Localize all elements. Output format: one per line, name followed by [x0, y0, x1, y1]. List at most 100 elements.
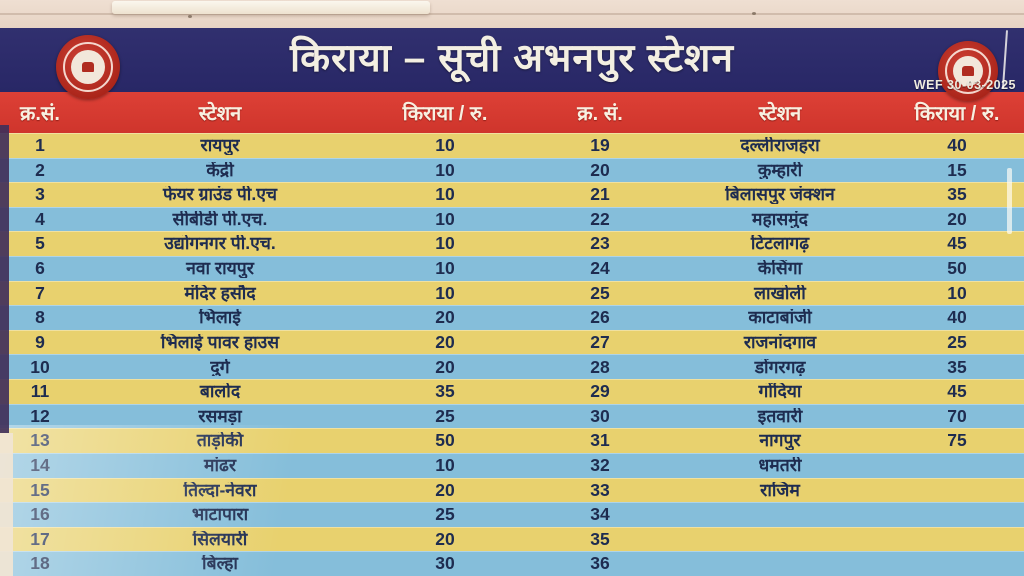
station-left: रसमड़ा: [198, 407, 242, 426]
fare-left: 10: [435, 284, 455, 303]
station-left: ताड़ोकी: [196, 432, 244, 450]
station-right: केसिंगा: [757, 260, 803, 278]
fare-left: 10: [435, 186, 455, 204]
serial-left: 6: [35, 260, 45, 278]
logo-ring: [945, 48, 991, 94]
effective-date: WEF 30-03-2025: [913, 78, 1016, 92]
fare-table-body: 1 रायपुर 10 19 दल्लीराजहरा 40 2 केंद्री …: [0, 133, 1024, 576]
logo-core: [953, 56, 983, 86]
station-left: केंद्री: [206, 161, 234, 180]
serial-left: 14: [30, 456, 50, 475]
serial-left: 18: [30, 555, 50, 573]
serial-right: 22: [590, 210, 610, 229]
fare-right: 10: [947, 284, 967, 303]
serial-right: 34: [590, 506, 610, 524]
scratch-mark: [1007, 168, 1012, 234]
fare-right: 25: [947, 333, 967, 352]
station-left: बिल्हा: [202, 555, 238, 573]
serial-right: 26: [590, 309, 610, 327]
serial-left: 12: [30, 407, 50, 426]
fare-left: 10: [435, 235, 455, 253]
fare-left: 10: [435, 260, 455, 278]
indian-railways-logo-left-icon: [56, 35, 120, 99]
fare-left: 20: [435, 481, 455, 500]
fare-left: 50: [435, 432, 455, 450]
serial-right: 19: [590, 137, 610, 155]
station-right: राजिम: [760, 481, 800, 500]
serial-right: 30: [590, 407, 610, 426]
fare-right: 35: [947, 358, 967, 377]
wall-speck: [752, 12, 756, 15]
fare-left: 20: [435, 358, 455, 377]
fare-left: 30: [435, 555, 455, 573]
table-row: 8 भिलाई 20 26 काटाबांजी 40: [0, 305, 1024, 330]
station-left: सीबीडी पी.एच.: [172, 210, 268, 229]
table-row: 12 रसमड़ा 25 30 इतवारी 70: [0, 403, 1024, 429]
logo-core: [71, 50, 105, 84]
table-row: 10 दुर्ग 20 28 डोंगरगढ़ 35: [0, 354, 1024, 380]
station-left: बालोद: [199, 383, 241, 401]
serial-left: 16: [30, 506, 50, 524]
table-row: 6 नवा रायपुर 10 24 केसिंगा 50: [0, 256, 1024, 281]
board-left-frame: [0, 125, 9, 433]
serial-left: 9: [35, 333, 45, 352]
serial-left: 1: [35, 137, 45, 155]
station-left: मंदिर हसौद: [184, 284, 256, 303]
wall-speck: [188, 15, 192, 18]
table-row: 7 मंदिर हसौद 10 25 लाखोली 10: [0, 280, 1024, 306]
title-band: किराया – सूची अभनपुर स्टेशन WEF 30-03-20…: [0, 28, 1024, 101]
station-right: दल्लीराजहरा: [740, 137, 820, 155]
indian-railways-logo-right-icon: [938, 41, 998, 101]
fare-right: 45: [947, 383, 967, 401]
fare-right: 15: [947, 161, 967, 180]
serial-right: 32: [590, 456, 610, 475]
column-header-serial-left: क्र.सं.: [20, 103, 60, 125]
fare-left: 20: [435, 309, 455, 327]
fare-board: किराया – सूची अभनपुर स्टेशन WEF 30-03-20…: [0, 28, 1024, 576]
station-right: टिटलागढ़: [750, 235, 810, 253]
serial-right: 23: [590, 235, 610, 253]
serial-right: 33: [590, 481, 610, 500]
serial-right: 31: [590, 432, 610, 450]
fare-left: 25: [435, 506, 455, 524]
table-row: 16 भाटापारा 25 34: [0, 502, 1024, 527]
column-header-fare-left: किराया / रु.: [402, 103, 488, 125]
logo-ring: [63, 42, 113, 92]
station-left: फेयर ग्राउंड पी.एच: [162, 186, 277, 204]
serial-left: 3: [35, 186, 45, 204]
fare-left: 10: [435, 456, 455, 475]
station-right: लाखोली: [754, 284, 806, 303]
table-row: 2 केंद्री 10 20 कुम्हारी 15: [0, 157, 1024, 183]
table-row: 15 तिल्दा-नेवरा 20 33 राजिम: [0, 477, 1024, 503]
fare-right: 40: [947, 137, 967, 155]
station-left: भिलाई: [199, 309, 241, 327]
wall-trim-line: [0, 13, 1024, 15]
station-left: नवा रायपुर: [186, 260, 254, 278]
fare-left: 25: [435, 407, 455, 426]
station-right: धमतरी: [758, 456, 802, 475]
serial-right: 27: [590, 333, 610, 352]
table-row: 11 बालोद 35 29 गोंदिया 45: [0, 379, 1024, 404]
station-right: कुम्हारी: [757, 161, 803, 180]
serial-right: 20: [590, 161, 610, 180]
fare-left: 10: [435, 210, 455, 229]
left-light-strip: [0, 433, 13, 576]
station-left: रायपुर: [200, 137, 240, 155]
table-row: 9 भिलाई पावर हाउस 20 27 राजनांदगाव 25: [0, 329, 1024, 355]
station-right: नागपुर: [759, 432, 801, 450]
serial-left: 13: [30, 432, 50, 450]
fare-right: 75: [947, 432, 967, 450]
fare-left: 20: [435, 333, 455, 352]
fare-right: 35: [947, 186, 967, 204]
station-right: बिलासपुर जंक्शन: [725, 186, 835, 204]
serial-left: 10: [30, 358, 50, 377]
station-left: भिलाई पावर हाउस: [160, 333, 280, 352]
fare-right: 50: [947, 260, 967, 278]
station-left: भाटापारा: [191, 506, 249, 524]
fare-left: 10: [435, 137, 455, 155]
serial-left: 15: [30, 481, 50, 500]
column-header-serial-right: क्र. सं.: [577, 103, 623, 125]
station-left: तिल्दा-नेवरा: [183, 481, 257, 500]
column-header-station-right: स्टेशन: [758, 103, 802, 125]
table-header-row: क्र.सं. स्टेशन किराया / रु. क्र. सं. स्ट…: [0, 92, 1024, 133]
